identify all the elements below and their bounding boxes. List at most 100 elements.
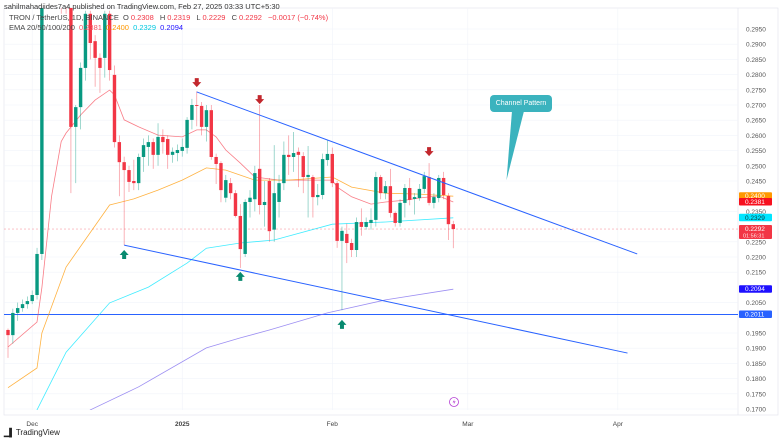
- candle[interactable]: [185, 117, 189, 154]
- candle[interactable]: [412, 193, 417, 215]
- ema-line-100[interactable]: [27, 217, 454, 440]
- candle[interactable]: [136, 153, 141, 191]
- candle[interactable]: [224, 174, 228, 203]
- candle[interactable]: [257, 105, 262, 215]
- candle[interactable]: [311, 174, 315, 218]
- candle[interactable]: [209, 105, 213, 160]
- candle[interactable]: [267, 177, 272, 242]
- candle[interactable]: [243, 199, 247, 257]
- candle[interactable]: [78, 62, 83, 130]
- candle[interactable]: [296, 147, 301, 188]
- candle[interactable]: [228, 177, 233, 200]
- candle[interactable]: [6, 328, 10, 358]
- candle[interactable]: [306, 146, 310, 218]
- candle[interactable]: [325, 139, 330, 166]
- candle[interactable]: [262, 181, 267, 227]
- time-axis[interactable]: Dec 2025 Feb Mar Apr: [26, 421, 623, 428]
- candle[interactable]: [301, 152, 305, 194]
- candle[interactable]: [175, 144, 180, 162]
- candle[interactable]: [98, 53, 102, 93]
- candle[interactable]: [69, 0, 73, 194]
- candle[interactable]: [151, 138, 155, 169]
- candle[interactable]: [103, 10, 107, 78]
- candle[interactable]: [35, 247, 39, 300]
- candle[interactable]: [383, 181, 388, 200]
- ema-line-20[interactable]: [7, 89, 454, 348]
- candle[interactable]: [88, 10, 92, 60]
- candle[interactable]: [112, 65, 117, 148]
- candle[interactable]: [441, 171, 446, 200]
- candle[interactable]: [233, 190, 238, 218]
- candle[interactable]: [427, 163, 431, 206]
- candle[interactable]: [161, 129, 165, 154]
- candle[interactable]: [180, 138, 184, 157]
- channel-pattern-callout[interactable]: Channel Pattern: [490, 95, 552, 112]
- candle[interactable]: [277, 174, 281, 218]
- candle[interactable]: [93, 35, 97, 87]
- candle[interactable]: [369, 208, 373, 230]
- candle[interactable]: [146, 135, 151, 166]
- candle[interactable]: [204, 105, 209, 142]
- candle[interactable]: [40, 0, 44, 261]
- candle[interactable]: [282, 141, 286, 191]
- candle[interactable]: [195, 91, 199, 127]
- candle[interactable]: [30, 290, 34, 305]
- candle[interactable]: [398, 199, 402, 227]
- candle[interactable]: [219, 161, 223, 203]
- candle[interactable]: [354, 217, 359, 257]
- channel-upper-trendline[interactable]: [196, 91, 638, 255]
- candle[interactable]: [330, 147, 334, 188]
- channel-lower-trendline[interactable]: [124, 244, 628, 354]
- candle[interactable]: [248, 190, 252, 218]
- candle[interactable]: [320, 153, 325, 200]
- candle[interactable]: [374, 171, 378, 227]
- candle[interactable]: [25, 296, 30, 309]
- candle[interactable]: [364, 217, 368, 230]
- candle[interactable]: [117, 135, 122, 197]
- candle[interactable]: [141, 138, 146, 172]
- candle[interactable]: [403, 184, 407, 218]
- candle[interactable]: [417, 184, 422, 201]
- candle[interactable]: [74, 105, 78, 184]
- candle[interactable]: [166, 135, 170, 169]
- candle[interactable]: [214, 153, 218, 185]
- event-lightning-icon[interactable]: [449, 397, 459, 407]
- candle[interactable]: [316, 184, 320, 206]
- candle[interactable]: [408, 177, 412, 206]
- plot-area[interactable]: [4, 0, 738, 439]
- candle[interactable]: [437, 174, 441, 203]
- candle[interactable]: [349, 238, 354, 257]
- candle[interactable]: [446, 193, 451, 240]
- candle[interactable]: [253, 165, 257, 212]
- candle[interactable]: [107, 10, 112, 81]
- candle[interactable]: [335, 181, 339, 248]
- candle[interactable]: [432, 193, 436, 209]
- candle[interactable]: [83, 10, 88, 81]
- ema-line-50[interactable]: [7, 167, 454, 389]
- candle[interactable]: [340, 226, 344, 311]
- candle[interactable]: [170, 147, 175, 163]
- candle[interactable]: [122, 156, 126, 246]
- candle[interactable]: [20, 299, 25, 312]
- candle[interactable]: [345, 223, 349, 264]
- candle[interactable]: [393, 211, 397, 227]
- ema-line-200[interactable]: [76, 288, 454, 424]
- candle[interactable]: [15, 302, 20, 321]
- candle[interactable]: [451, 220, 455, 249]
- candle[interactable]: [132, 159, 136, 191]
- candle[interactable]: [156, 123, 160, 166]
- candle[interactable]: [238, 204, 243, 268]
- candle[interactable]: [359, 208, 364, 236]
- candle[interactable]: [127, 165, 131, 192]
- candle[interactable]: [378, 174, 383, 200]
- symbol-name[interactable]: TRON / TetherUS, 1D, BINANCE: [9, 13, 119, 22]
- candle[interactable]: [190, 98, 194, 130]
- candle[interactable]: [388, 168, 393, 218]
- candle[interactable]: [291, 132, 296, 172]
- ema-label[interactable]: EMA 20/50/100/200: [9, 23, 75, 32]
- candle[interactable]: [287, 135, 291, 175]
- candle[interactable]: [11, 308, 15, 344]
- candle[interactable]: [199, 101, 204, 136]
- candle[interactable]: [272, 145, 276, 242]
